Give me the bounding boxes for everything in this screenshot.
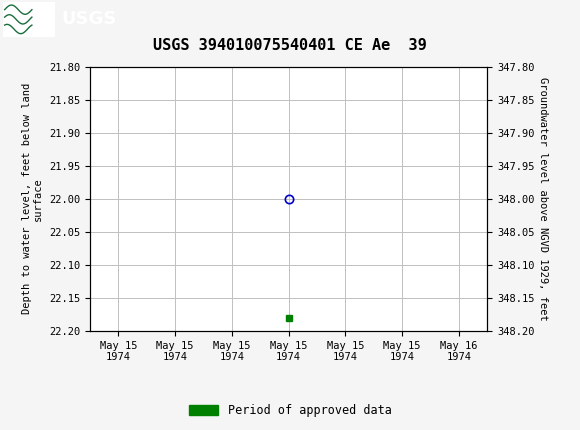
Legend: Period of approved data: Period of approved data bbox=[184, 399, 396, 422]
Bar bbox=[3, 2, 55, 37]
Text: USGS 394010075540401 CE Ae  39: USGS 394010075540401 CE Ae 39 bbox=[153, 38, 427, 52]
Y-axis label: Groundwater level above NGVD 1929, feet: Groundwater level above NGVD 1929, feet bbox=[538, 77, 548, 321]
Text: USGS: USGS bbox=[61, 10, 116, 28]
Y-axis label: Depth to water level, feet below land
surface: Depth to water level, feet below land su… bbox=[22, 83, 44, 314]
